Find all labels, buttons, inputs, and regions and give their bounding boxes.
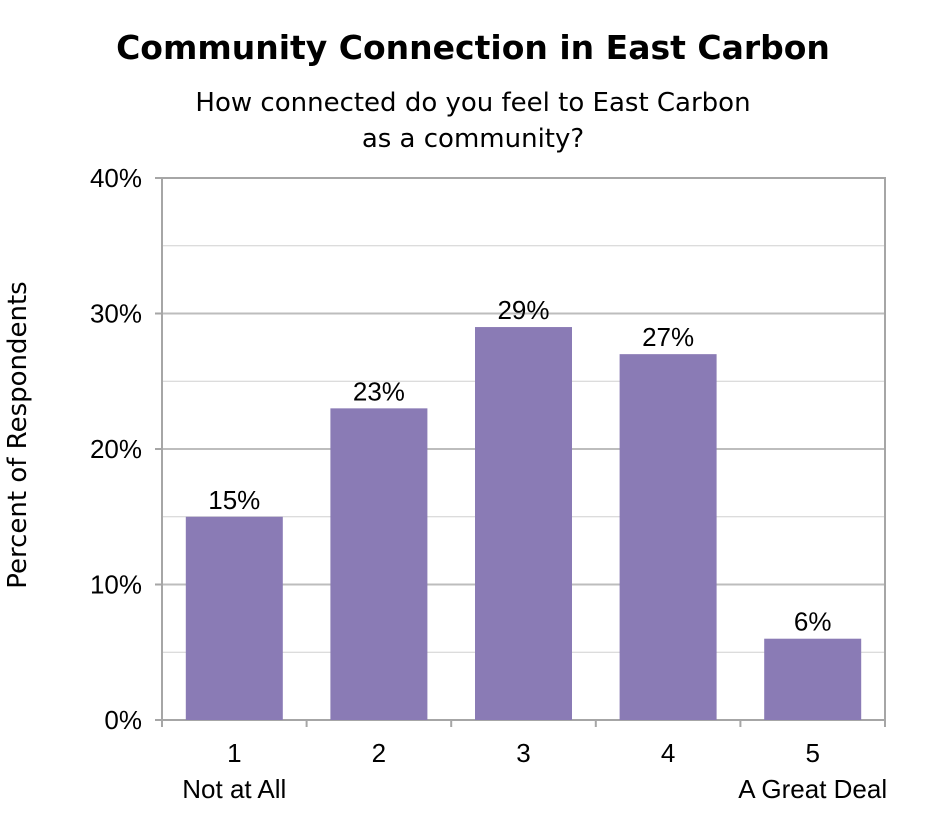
y-tick-label: 30% (90, 299, 142, 329)
x-tick-label-1: 1 (227, 738, 241, 768)
bar-4 (619, 354, 717, 720)
data-label-5: 6% (794, 607, 832, 637)
chart-subtitle-line-1: How connected do you feel to East Carbon (195, 88, 751, 118)
x-tick-sublabel-1: Not at All (182, 774, 286, 804)
x-tick-label-3: 3 (516, 738, 530, 768)
y-tick-label: 0% (104, 705, 142, 735)
x-tick-label-2: 2 (372, 738, 386, 768)
bar-2 (330, 408, 428, 720)
x-tick-sublabel-5: A Great Deal (738, 774, 887, 804)
chart-title: Community Connection in East Carbon (116, 28, 830, 67)
bar-1 (185, 516, 283, 720)
bar-3 (475, 327, 572, 720)
data-label-1: 15% (208, 485, 260, 515)
y-tick-label: 40% (90, 163, 142, 193)
x-tick-label-4: 4 (661, 738, 675, 768)
data-label-4: 27% (642, 322, 694, 352)
data-label-3: 29% (497, 295, 549, 325)
y-tick-label: 10% (90, 570, 142, 600)
x-tick-label-5: 5 (805, 738, 819, 768)
y-tick-label: 20% (90, 434, 142, 464)
chart-subtitle-line-2: as a community? (361, 124, 585, 154)
data-label-2: 23% (353, 376, 405, 406)
bar-5 (764, 638, 862, 720)
